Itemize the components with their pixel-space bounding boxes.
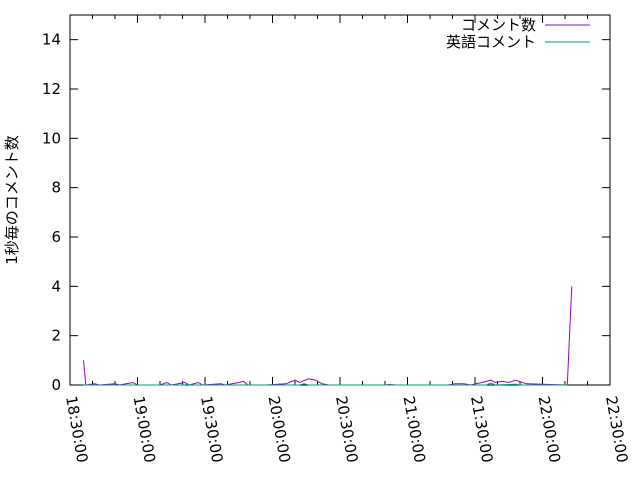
y-tick-label: 4: [51, 277, 61, 295]
y-tick-label: 6: [51, 228, 61, 246]
y-axis-label: 1秒毎のコメント数: [3, 135, 21, 265]
series-lines: [83, 286, 573, 386]
x-tick-label: 21:00:00: [400, 395, 429, 464]
series-line-1: [83, 382, 568, 386]
y-tick-label: 8: [51, 179, 61, 197]
x-tick-label: 22:00:00: [535, 395, 564, 464]
x-tick-label: 21:30:00: [467, 395, 496, 464]
legend-label: 英語コメント: [446, 33, 536, 51]
x-tick-label: 19:30:00: [197, 395, 226, 464]
y-tick-label: 12: [42, 80, 61, 98]
x-tick-label: 20:30:00: [332, 395, 361, 464]
x-tick-label: 18:30:00: [62, 395, 91, 464]
y-tick-label: 14: [42, 31, 61, 49]
plot-border: [69, 14, 611, 386]
x-tick-label: 19:00:00: [130, 395, 159, 464]
x-tick-label: 22:30:00: [602, 395, 631, 464]
series-line-0: [83, 286, 573, 386]
y-tick-label: 0: [51, 376, 61, 394]
x-tick-label: 20:00:00: [265, 395, 294, 464]
y-tick-label: 2: [51, 327, 61, 345]
axes: 0 2 4 6 8 10 12 14 18:30:00 19:00:00 19:30:00 20:00…: [42, 14, 631, 464]
y-tick-label: 10: [42, 129, 61, 147]
legend-label: コメント数: [461, 16, 536, 34]
